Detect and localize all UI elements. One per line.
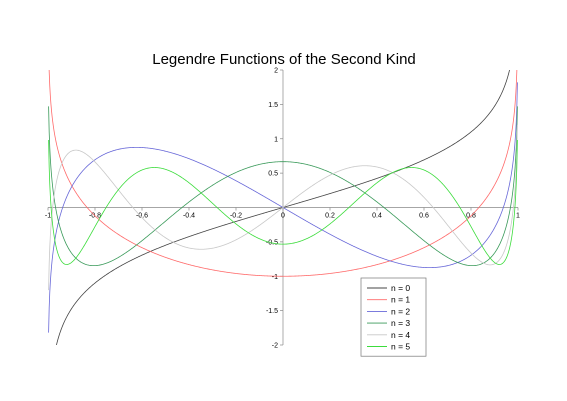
- x-tick-label: 0.6: [419, 213, 429, 220]
- x-tick-label: -0.2: [230, 213, 242, 220]
- legend-entry: n = 4: [391, 330, 410, 340]
- series-line-1: [48, 70, 518, 277]
- y-tick-label: -1: [272, 274, 278, 281]
- legend-box: [360, 277, 427, 357]
- legend-entry: n = 0: [391, 283, 410, 293]
- x-tick-label: 0.4: [372, 213, 382, 220]
- x-tick-label: 0.2: [325, 213, 335, 220]
- legend-entry: n = 2: [391, 306, 410, 316]
- legend-entry: n = 3: [391, 318, 410, 328]
- series-line-5: [48, 139, 518, 265]
- y-tick-label: -1.5: [266, 308, 278, 315]
- y-tick-label: 2: [274, 68, 278, 75]
- x-tick-label: 1: [516, 213, 520, 220]
- chart-title: Legendre Functions of the Second Kind: [152, 51, 416, 68]
- x-tick-label: -1: [45, 213, 51, 220]
- y-tick-label: 1: [274, 136, 278, 143]
- axes: -1 -0.8 -0.6 -0.4 -0.2 0 0.2 0.4 0.6 0.8 1-2-1.5-1…: [45, 68, 520, 350]
- x-tick-label: -0.6: [136, 213, 148, 220]
- x-tick-label: 0: [281, 213, 285, 220]
- series-line-3: [48, 106, 518, 267]
- y-tick-label: 0.5: [268, 171, 278, 178]
- y-tick-label: -2: [272, 343, 278, 350]
- legend: n = 0 n = 1n = 2 n = 3 n = 4 n = 5: [360, 277, 427, 357]
- y-tick-label: 1.5: [268, 102, 278, 109]
- x-tick-label: -0.4: [183, 213, 195, 220]
- legend-entry: n = 1: [391, 295, 410, 305]
- curves: [48, 70, 518, 345]
- legend-entry: n = 5: [391, 342, 410, 352]
- series-line-4: [48, 124, 518, 291]
